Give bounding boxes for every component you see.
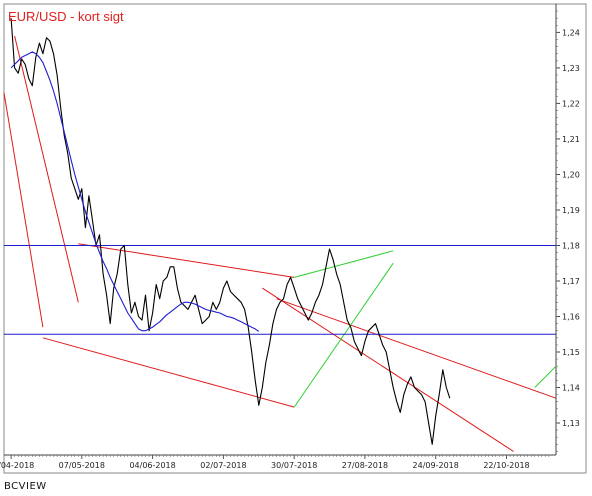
y-tick-label: 1,13 (562, 419, 580, 428)
y-tick-label: 1,19 (562, 206, 580, 215)
x-tick-label: 09/04-2018 (0, 461, 34, 470)
trend-line-5 (262, 287, 514, 452)
trend-line-8 (534, 365, 557, 388)
y-tick-label: 1,17 (562, 277, 580, 286)
x-axis: 09/04-2018 07/05-2018 04/06-2018 02/07-2018… (0, 455, 550, 470)
x-tick-label: 07/05-2018 (59, 461, 105, 470)
trend-line-7 (294, 250, 394, 278)
y-tick-label: 1,22 (562, 99, 580, 108)
price-series-line (10, 18, 451, 445)
source-label: BCVIEW (4, 481, 47, 492)
y-axis: 1,13 1,14 1,15 1,16 1,17 1,18 1,19 1,20 1,21 1,22… (556, 10, 580, 452)
trend-line-0 (14, 35, 79, 303)
x-tick-label: 27/08-2018 (342, 461, 388, 470)
y-tick-label: 1,20 (562, 171, 580, 180)
y-tick-label: 1,21 (562, 135, 580, 144)
x-tick-label: 22/10-2018 (483, 461, 529, 470)
x-tick-label: 24/09-2018 (413, 461, 459, 470)
chart-title: EUR/USD - kort sigt (8, 9, 124, 24)
y-tick-label: 1,14 (562, 384, 580, 393)
y-tick-label: 1,16 (562, 313, 580, 322)
trend-line-1 (3, 92, 44, 328)
y-tick-label: 1,24 (562, 28, 580, 37)
x-tick-label: 30/07-2018 (271, 461, 317, 470)
trend-line-2 (42, 337, 295, 408)
y-tick-label: 1,23 (562, 64, 580, 73)
y-tick-label: 1,18 (562, 242, 580, 251)
plot-frame (3, 3, 587, 474)
trend-line-3 (78, 243, 295, 278)
moving-average-line (10, 51, 260, 332)
x-tick-label: 04/06-2018 (129, 461, 175, 470)
trend-line-6 (293, 262, 394, 408)
trend-line-4 (276, 298, 557, 399)
series-layer (10, 18, 451, 445)
y-tick-label: 1,15 (562, 348, 580, 357)
x-tick-label: 02/07-2018 (200, 461, 246, 470)
